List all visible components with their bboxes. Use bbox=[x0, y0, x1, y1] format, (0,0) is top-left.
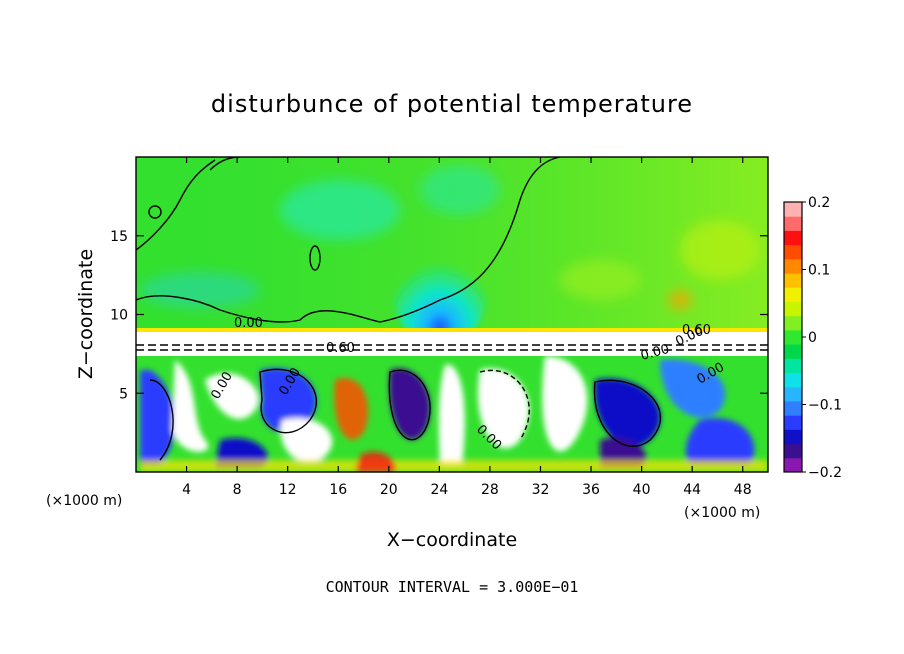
contour-interval-note: CONTOUR INTERVAL = 3.000E−01 bbox=[326, 578, 579, 596]
colorbar-swatch bbox=[784, 443, 802, 459]
colorbar-swatch bbox=[784, 429, 802, 445]
colorbar-swatch bbox=[784, 372, 802, 388]
colorbar-tick-label: −0.1 bbox=[808, 398, 842, 414]
x-tick-label: 8 bbox=[233, 482, 242, 498]
heatmap-field bbox=[136, 157, 768, 472]
colorbar-swatch bbox=[784, 216, 802, 231]
chart-title: disturbunce of potential temperature bbox=[211, 90, 693, 118]
contour-lines bbox=[136, 157, 768, 461]
x-unit-label-right: (×1000 m) bbox=[684, 505, 760, 521]
colorbar-swatch bbox=[784, 301, 802, 317]
colorbar-labels: 0.2 0.1 0 −0.1 −0.2 bbox=[802, 195, 842, 481]
y-tick-label: 5 bbox=[119, 386, 128, 402]
colorbar-tick-label: 0.2 bbox=[808, 195, 830, 211]
colorbar-tick-label: −0.2 bbox=[808, 465, 842, 481]
y-tick-label: 10 bbox=[110, 308, 128, 324]
colorbar-swatch bbox=[784, 230, 802, 246]
colorbar-swatch bbox=[784, 273, 802, 288]
colorbar-tick-label: 0 bbox=[808, 330, 817, 346]
interface-white-band bbox=[136, 332, 768, 356]
x-axis: 4 8 12 16 20 24 28 32 36 40 44 48 bbox=[182, 157, 752, 498]
colorbar-swatch bbox=[784, 244, 802, 260]
x-axis-title: X−coordinate bbox=[387, 529, 517, 551]
x-tick-label: 4 bbox=[182, 482, 191, 498]
x-tick-label: 20 bbox=[380, 482, 398, 498]
x-tick-label: 48 bbox=[734, 482, 752, 498]
colorbar-swatch bbox=[784, 457, 802, 473]
contour-label: 0.00 bbox=[639, 342, 671, 364]
x-tick-label: 40 bbox=[633, 482, 651, 498]
colorbar-swatch bbox=[784, 358, 802, 374]
x-tick-label: 32 bbox=[532, 482, 550, 498]
x-tick-label: 16 bbox=[329, 482, 347, 498]
colorbar-swatch bbox=[784, 287, 802, 302]
colorbar-tick-label: 0.1 bbox=[808, 263, 830, 279]
colorbar-swatch bbox=[784, 329, 802, 345]
contour-label: 0.00 bbox=[234, 316, 263, 331]
x-unit-label-left: (×1000 m) bbox=[46, 493, 122, 509]
x-tick-label: 36 bbox=[582, 482, 600, 498]
interface-yellow-band bbox=[136, 328, 768, 332]
colorbar-swatch bbox=[784, 202, 802, 217]
x-tick-label: 12 bbox=[279, 482, 297, 498]
colorbar-swatch bbox=[784, 386, 802, 402]
x-tick-label: 28 bbox=[481, 482, 499, 498]
upper-layer-patches bbox=[140, 165, 760, 310]
colorbar-swatch bbox=[784, 344, 802, 359]
colorbar bbox=[784, 202, 802, 473]
y-axis: 5 10 15 bbox=[110, 229, 768, 402]
colorbar-swatch bbox=[784, 415, 802, 430]
contour-label: 0.60 bbox=[326, 341, 355, 356]
y-axis-title: Z−coordinate bbox=[75, 249, 97, 379]
colorbar-swatch bbox=[784, 258, 802, 274]
contour-label: 0.60 bbox=[682, 323, 711, 338]
x-tick-label: 24 bbox=[430, 482, 448, 498]
colorbar-swatch bbox=[784, 400, 802, 416]
cyan-plume bbox=[392, 235, 488, 345]
colorbar-swatch bbox=[784, 315, 802, 331]
x-tick-label: 44 bbox=[683, 482, 701, 498]
y-tick-label: 15 bbox=[110, 229, 128, 245]
